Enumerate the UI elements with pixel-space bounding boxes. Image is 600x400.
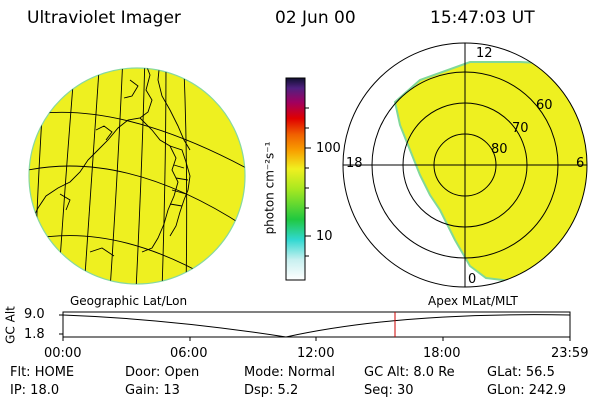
time-tick-1800: 18:00: [423, 346, 461, 361]
time-tick-1200: 12:00: [297, 346, 335, 361]
date-label: 02 Jun 00: [275, 8, 356, 28]
status-glon: GLon: 242.9: [487, 383, 567, 398]
status-glat: GLat: 56.5: [487, 365, 555, 380]
polar-view: [342, 42, 588, 288]
lat-label-80: 80: [491, 142, 508, 157]
mlt-label-0: 0: [468, 272, 477, 287]
colorbar-tick-100: 100: [316, 141, 341, 156]
status-seq: Seq: 30: [364, 383, 414, 398]
gc-alt-axis-label: GC Alt: [3, 306, 18, 344]
alt-tick-1-8: 1.8: [24, 327, 45, 342]
colorbar-unit-label: photon cm⁻²s⁻¹: [262, 141, 277, 235]
mlt-label-12: 12: [476, 46, 493, 61]
lat-label-60: 60: [536, 98, 553, 113]
mlt-label-18: 18: [346, 156, 363, 171]
app-title: Ultraviolet Imager: [27, 8, 181, 28]
status-flt: Flt: HOME: [10, 365, 75, 380]
geographic-label: Geographic Lat/Lon: [70, 294, 188, 308]
status-gain: Gain: 13: [125, 383, 180, 398]
status-mode: Mode: Normal: [244, 365, 335, 380]
alt-tick-9: 9.0: [24, 307, 45, 322]
status-dsp: Dsp: 5.2: [244, 383, 299, 398]
colorbar: [285, 77, 311, 281]
lat-label-70: 70: [512, 121, 529, 136]
colorbar-tick-10: 10: [316, 229, 333, 244]
globe-view: [28, 67, 246, 285]
altitude-strip: [59, 311, 571, 341]
time-label: 15:47:03 UT: [430, 8, 535, 28]
time-tick-2359: 23:59: [551, 346, 589, 361]
status-door: Door: Open: [125, 365, 200, 380]
apex-label: Apex MLat/MLT: [428, 294, 518, 308]
status-gc-alt: GC Alt: 8.0 Re: [364, 365, 455, 380]
mlt-label-6: 6: [576, 156, 585, 171]
time-tick-0600: 06:00: [170, 346, 208, 361]
time-tick-0000: 00:00: [44, 346, 82, 361]
status-ip: IP: 18.0: [10, 383, 60, 398]
